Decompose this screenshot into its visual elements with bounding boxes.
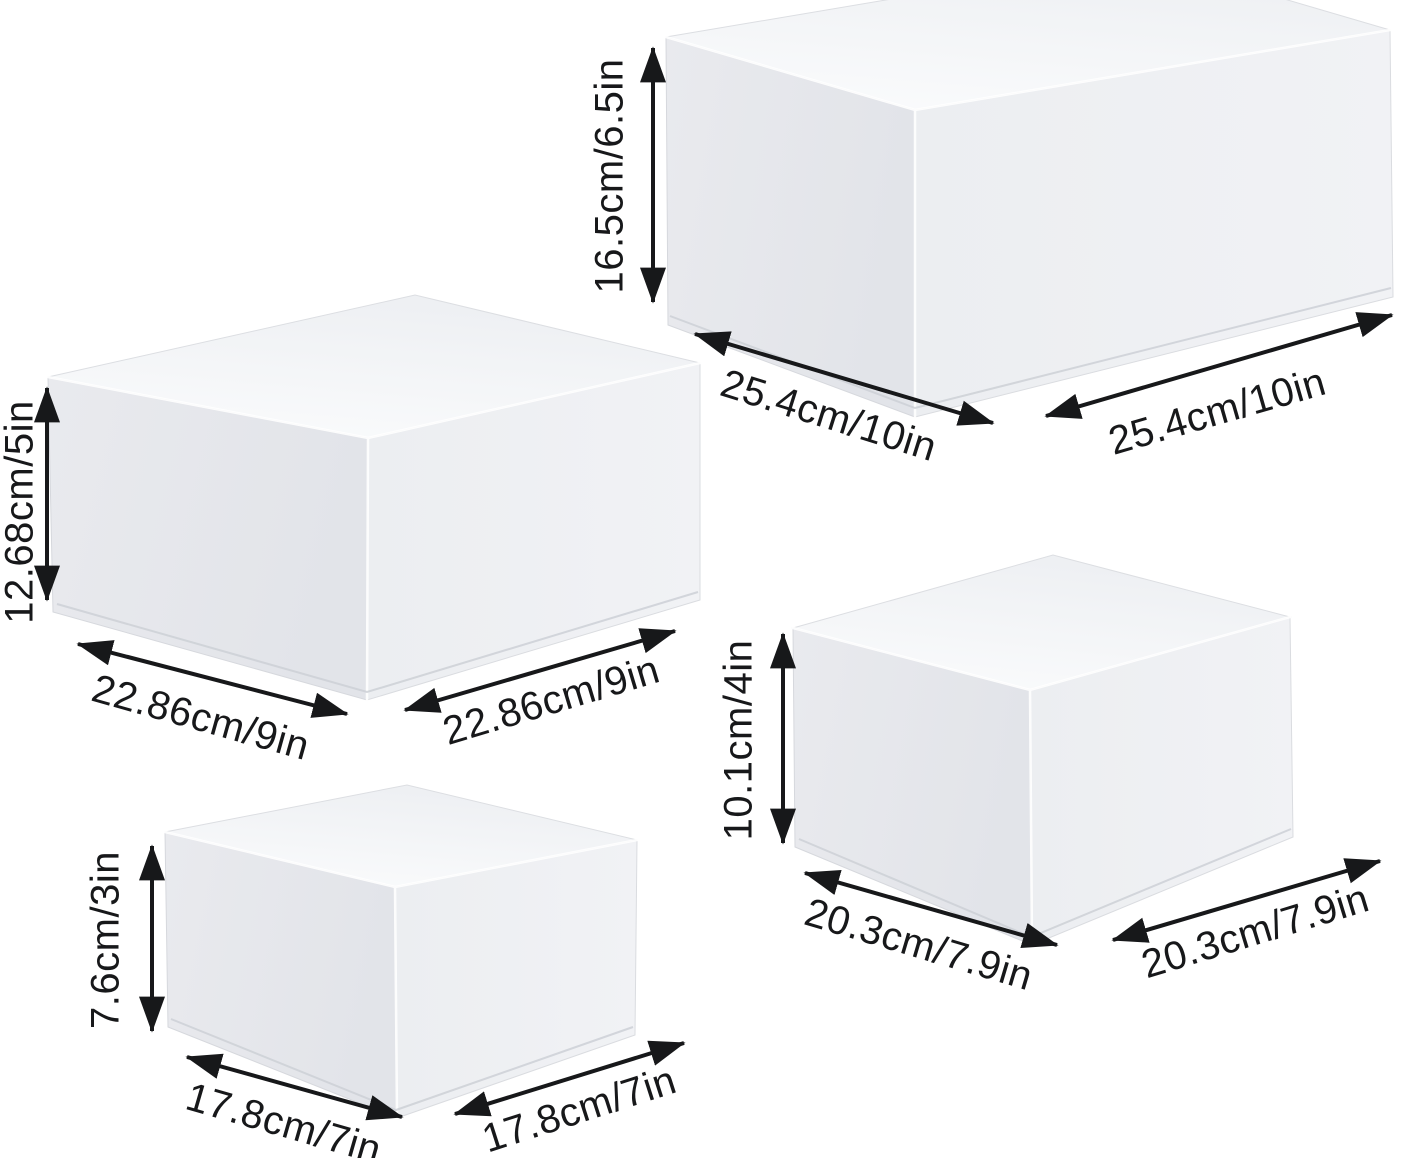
dimension-label: 10.1cm/4in <box>717 640 761 841</box>
dimension-label: 16.5cm/6.5in <box>588 58 632 293</box>
box-10in-height-dimension: 16.5cm/6.5in <box>588 46 666 304</box>
dimension-arrow <box>1111 858 1382 943</box>
box-9in: 12.68cm/5in 22.86cm/9in 22.86cm/9in <box>0 294 702 769</box>
dimension-arrow <box>1044 312 1394 419</box>
box-9in-height-dimension: 12.68cm/5in <box>0 386 61 624</box>
dimension-arrow <box>185 1053 404 1121</box>
dimension-arrow <box>693 331 995 426</box>
dimension-label: 12.68cm/5in <box>0 400 42 623</box>
box-9in-edge-highlight <box>46 361 702 702</box>
box-7-9in-height-dimension: 10.1cm/4in <box>717 632 796 845</box>
box-9in-lid-seam <box>56 591 699 694</box>
box-7in: 7.6cm/3in 17.8cm/7in 17.8cm/7in <box>84 784 686 1158</box>
box-7in-height-dimension: 7.6cm/3in <box>84 844 165 1033</box>
dimension-arrow <box>453 1040 686 1117</box>
box-10in: 16.5cm/6.5in 25.4cm/10in 25.4cm/10in <box>588 0 1394 470</box>
dimension-arrow <box>76 640 349 718</box>
box-7-9in: 10.1cm/4in 20.3cm/7.9in 20.3cm/7.9in <box>717 554 1382 999</box>
dimension-arrow <box>803 869 1059 949</box>
dimension-label: 7.6cm/3in <box>84 851 128 1029</box>
dimension-arrow <box>403 628 677 713</box>
